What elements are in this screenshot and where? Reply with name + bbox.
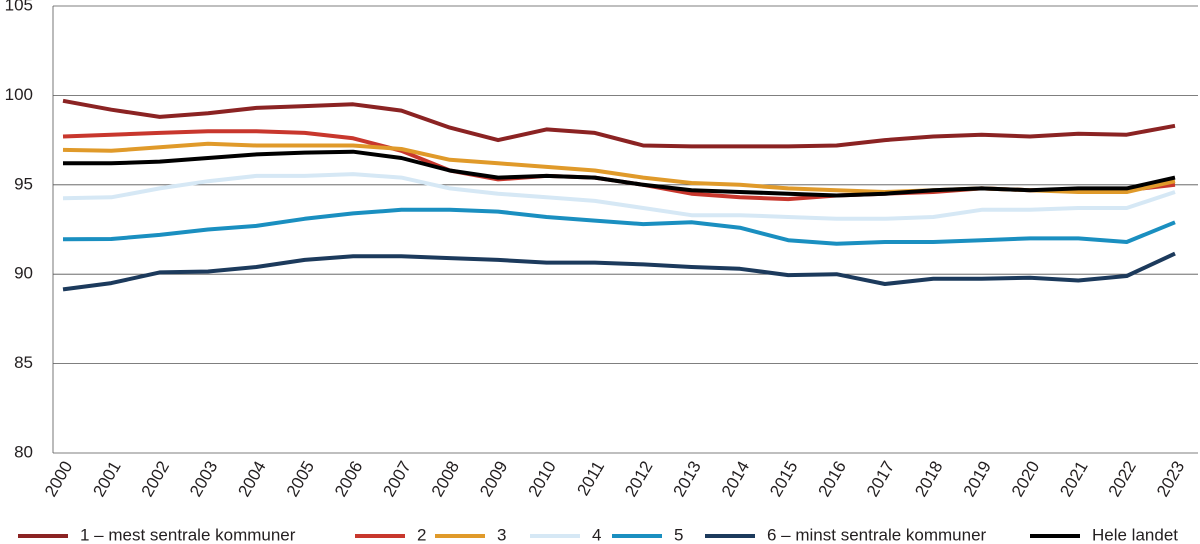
x-tick-label: 2000 xyxy=(41,458,76,500)
x-tick-label: 2018 xyxy=(911,458,946,500)
legend-label: 1 – mest sentrale kommuner xyxy=(80,525,296,544)
x-tick-label: 2001 xyxy=(89,458,124,500)
legend-label: 4 xyxy=(592,525,601,544)
legend-label: 3 xyxy=(497,525,506,544)
y-tick-label: 105 xyxy=(5,0,33,14)
x-tick-label: 2023 xyxy=(1153,458,1188,500)
series-line xyxy=(62,98,1176,149)
y-tick-label: 90 xyxy=(14,264,33,283)
y-tick-label: 95 xyxy=(14,174,33,193)
series-line xyxy=(62,207,1176,246)
x-tick-label: 2006 xyxy=(331,458,366,500)
series-line xyxy=(62,251,1176,292)
legend-label: Hele landet xyxy=(1092,525,1178,544)
legend-label: 2 xyxy=(417,525,426,544)
series-line xyxy=(62,172,1176,221)
series-line xyxy=(63,149,1176,198)
legend-label: 6 – minst sentrale kommuner xyxy=(767,525,987,544)
x-tick-label: 2019 xyxy=(960,458,995,500)
x-tick-label: 2002 xyxy=(138,458,173,500)
x-tick-label: 2015 xyxy=(766,458,801,500)
x-tick-label: 2017 xyxy=(863,458,898,500)
legend-label: 5 xyxy=(674,525,683,544)
x-tick-label: 2013 xyxy=(670,458,705,500)
x-tick-label: 2016 xyxy=(815,458,850,500)
x-tick-label: 2011 xyxy=(573,458,608,499)
x-tick-label: 2010 xyxy=(524,458,559,500)
x-tick-label: 2020 xyxy=(1008,458,1043,500)
x-tick-label: 2005 xyxy=(283,458,318,500)
y-tick-label: 80 xyxy=(14,442,33,461)
x-tick-label: 2004 xyxy=(234,458,269,500)
x-tick-label: 2012 xyxy=(621,458,656,500)
y-tick-label: 85 xyxy=(14,353,33,372)
y-tick-label: 100 xyxy=(5,85,33,104)
x-tick-label: 2014 xyxy=(718,458,753,500)
x-tick-label: 2003 xyxy=(186,458,221,500)
x-tick-label: 2007 xyxy=(379,458,414,500)
x-tick-label: 2022 xyxy=(1105,458,1140,500)
x-tick-label: 2021 xyxy=(1056,458,1091,500)
x-tick-label: 2008 xyxy=(428,458,463,500)
x-tick-label: 2009 xyxy=(476,458,511,500)
